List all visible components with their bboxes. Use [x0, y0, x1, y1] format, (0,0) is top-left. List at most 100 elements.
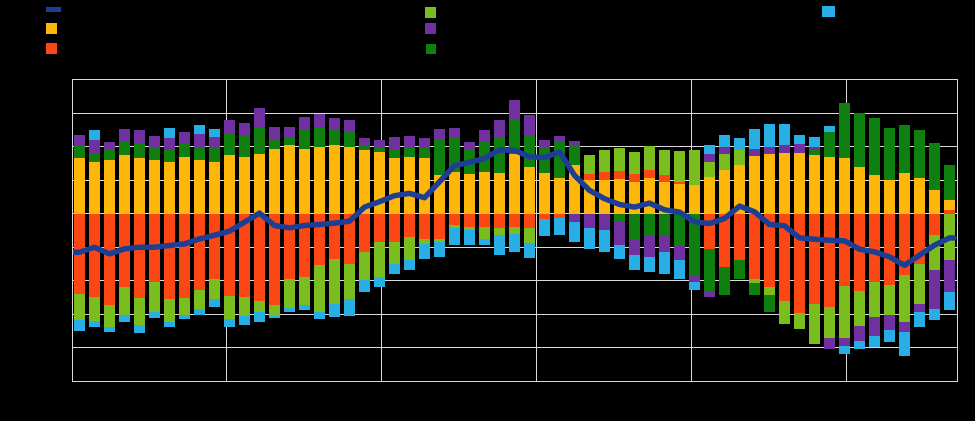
bar-segment-lime — [449, 225, 460, 229]
bar-segment-cyan — [944, 292, 955, 311]
bar-segment-dgreen — [869, 118, 880, 175]
bar-segment-purple — [284, 126, 295, 137]
bar-segment-cyan — [674, 260, 685, 279]
bar-segment-purple — [629, 238, 640, 256]
bar-segment-cyan — [494, 235, 505, 256]
bar-segment-cyan — [239, 316, 250, 326]
bar-segment-lime — [929, 235, 940, 271]
bar-segment-red — [494, 213, 505, 229]
bar-segment-amber — [779, 152, 790, 214]
bar-segment-cyan — [464, 230, 475, 246]
bar-segment-purple — [329, 118, 340, 130]
bar-segment-lime — [314, 265, 325, 313]
bar-segment-cyan — [449, 228, 460, 246]
bar-segment-purple — [599, 213, 610, 231]
bar-segment-cyan — [824, 126, 835, 132]
bar-segment-purple — [269, 126, 280, 141]
bar-segment-cyan — [899, 332, 910, 356]
bar-segment-purple — [749, 148, 760, 156]
bar-segment-purple — [584, 213, 595, 228]
bar-segment-dgreen — [944, 164, 955, 201]
bar-segment-lime — [614, 147, 625, 171]
bar-segment-amber — [254, 153, 265, 214]
bar-segment-amber — [134, 158, 145, 214]
bar-segment-red — [734, 213, 745, 261]
bar-segment-amber — [569, 165, 580, 214]
bar-segment-cyan — [644, 256, 655, 272]
bar-segment-dgreen — [494, 136, 505, 174]
legend-swatch-amber-series — [46, 23, 57, 34]
bar-segment-amber — [614, 178, 625, 214]
bar-segment-lime — [239, 297, 250, 317]
bar-segment-dgreen — [239, 135, 250, 157]
bar-segment-dgreen — [899, 124, 910, 174]
bar-segment-lime — [464, 226, 475, 231]
bar-segment-red — [389, 213, 400, 242]
bar-segment-red — [344, 213, 355, 264]
bar-segment-dgreen — [434, 139, 445, 175]
bar-segment-purple — [134, 129, 145, 144]
bar-segment-dgreen — [884, 128, 895, 180]
bar-segment-amber — [539, 173, 550, 214]
bar-segment-red — [449, 213, 460, 226]
bar-segment-lime — [299, 276, 310, 306]
bar-segment-purple — [194, 134, 205, 147]
legend-swatch-red-series — [46, 43, 57, 54]
legend-swatch-total-line — [46, 7, 61, 12]
bar-segment-purple — [509, 100, 520, 121]
bar-segment-cyan — [509, 233, 520, 252]
bar-segment-purple — [164, 138, 175, 150]
bar-segment-amber — [179, 156, 190, 214]
bar-segment-dgreen — [809, 149, 820, 155]
bar-segment-cyan — [434, 241, 445, 257]
bar-segment-red — [419, 213, 430, 239]
bar-segment-dgreen — [329, 129, 340, 145]
bar-segment-lime — [194, 290, 205, 309]
bar-segment-lime — [524, 227, 535, 243]
bar-segment-dgreen — [134, 143, 145, 159]
bar-segment-dgreen — [419, 148, 430, 159]
bar-segment-lime — [359, 251, 370, 281]
bar-segment-purple — [479, 129, 490, 142]
bar-segment-lime — [854, 290, 865, 326]
bar-segment-purple — [779, 145, 790, 153]
bar-segment-cyan — [89, 129, 100, 140]
bar-segment-lime — [494, 228, 505, 236]
bar-segment-red — [134, 213, 145, 298]
bar-segment-cyan — [794, 135, 805, 145]
bar-segment-purple — [149, 135, 160, 147]
bar-segment-cyan — [179, 315, 190, 319]
bar-segment-lime — [149, 282, 160, 313]
bar-segment-amber — [119, 154, 130, 214]
bar-segment-purple — [254, 108, 265, 129]
bar-segment-red — [299, 213, 310, 277]
bar-segment-dgreen — [539, 148, 550, 174]
bar-segment-dgreen — [374, 148, 385, 152]
bar-segment-red — [824, 213, 835, 308]
bar-segment-lime — [404, 236, 415, 261]
bar-segment-cyan — [314, 312, 325, 319]
bar-segment-red — [794, 213, 805, 314]
bar-segment-amber — [854, 166, 865, 214]
bar-segment-purple — [569, 213, 580, 223]
bar-segment-dgreen — [524, 135, 535, 167]
bar-segment-amber — [914, 178, 925, 214]
bar-segment-lime — [119, 287, 130, 316]
bar-segment-cyan — [194, 308, 205, 316]
bar-segment-cyan — [164, 322, 175, 328]
bar-segment-lime — [734, 150, 745, 166]
bar-segment-lime — [254, 300, 265, 313]
bar-segment-red — [659, 174, 670, 183]
bar-segment-lime — [809, 304, 820, 345]
bar-segment-amber — [284, 145, 295, 214]
bar-segment-purple — [794, 144, 805, 154]
bar-segment-purple — [554, 135, 565, 141]
bar-segment-red — [869, 213, 880, 282]
bar-segment-red — [839, 213, 850, 286]
bar-segment-amber — [704, 176, 715, 214]
bar-segment-cyan — [689, 282, 700, 291]
bar-segment-red — [809, 213, 820, 305]
bar-segment-amber — [869, 174, 880, 214]
bar-segment-cyan — [779, 124, 790, 146]
bar-segment-amber — [239, 156, 250, 214]
